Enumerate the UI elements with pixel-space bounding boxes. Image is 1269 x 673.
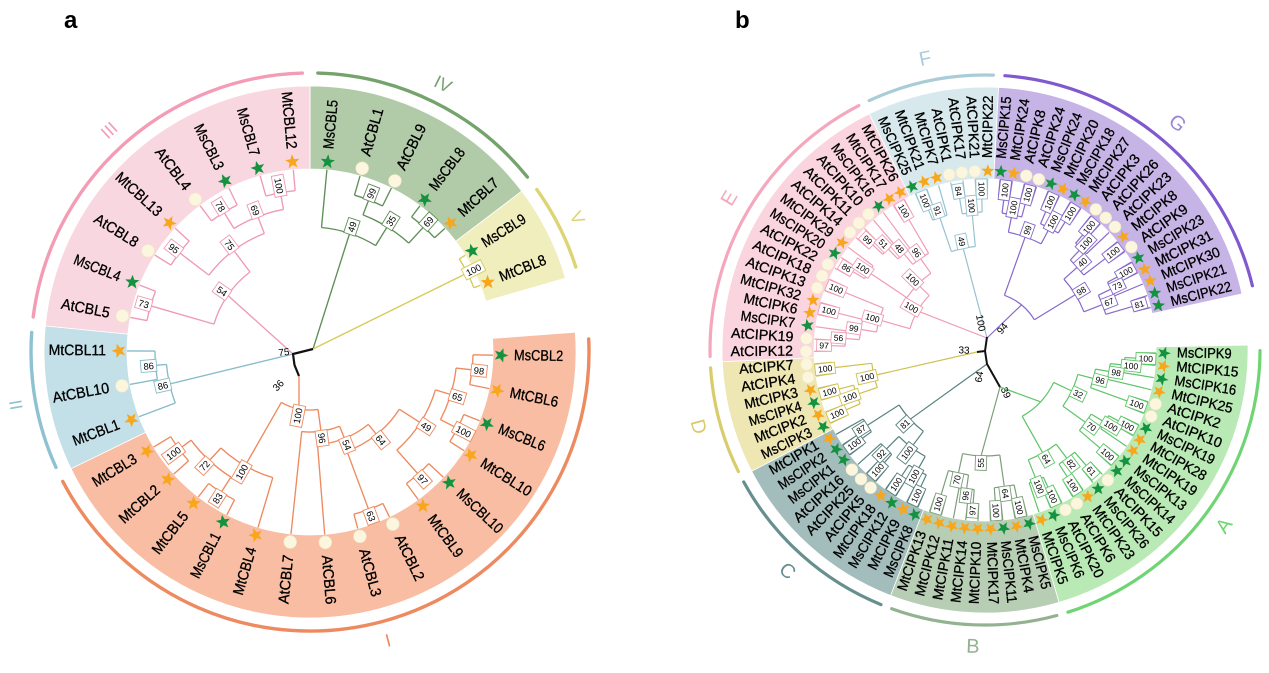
svg-text:86: 86: [143, 360, 154, 372]
svg-text:64: 64: [974, 370, 987, 383]
svg-text:b: b: [735, 7, 750, 34]
svg-text:100: 100: [817, 363, 833, 375]
svg-text:MsCBL2: MsCBL2: [514, 347, 563, 365]
svg-text:98: 98: [473, 365, 485, 377]
svg-text:a: a: [64, 7, 78, 34]
svg-text:AtCIPK12: AtCIPK12: [731, 344, 794, 361]
svg-text:96: 96: [316, 432, 328, 444]
svg-text:100: 100: [1123, 360, 1139, 372]
svg-text:100: 100: [976, 182, 986, 197]
svg-text:MtCBL11: MtCBL11: [49, 342, 107, 359]
svg-text:33: 33: [958, 345, 970, 356]
svg-text:100: 100: [990, 503, 1001, 518]
svg-text:MtCIPK17: MtCIPK17: [983, 542, 1001, 605]
svg-text:100: 100: [999, 182, 1011, 198]
svg-text:99: 99: [848, 323, 859, 334]
svg-text:84: 84: [953, 186, 964, 197]
svg-text:98: 98: [1111, 367, 1122, 379]
svg-text:97: 97: [967, 505, 978, 516]
svg-text:100: 100: [966, 198, 977, 213]
svg-text:75: 75: [278, 347, 291, 359]
svg-text:97: 97: [819, 340, 829, 350]
svg-text:56: 56: [833, 333, 844, 344]
svg-text:96: 96: [960, 490, 971, 501]
svg-text:64: 64: [1000, 488, 1011, 499]
svg-text:B: B: [966, 636, 980, 659]
svg-text:55: 55: [976, 458, 986, 468]
